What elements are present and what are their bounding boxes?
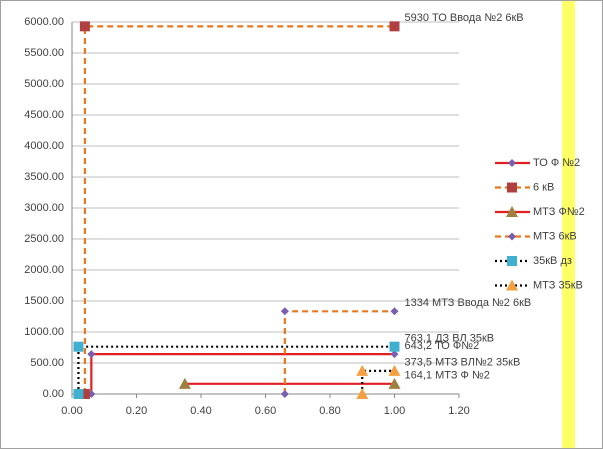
data-label: 5930 ТО Ввода №2 6кВ: [405, 12, 524, 24]
data-point: [73, 389, 84, 399]
data-point: [87, 350, 96, 359]
data-point: [73, 341, 84, 352]
y-tick-label: 5500.00: [24, 47, 64, 59]
legend-marker: [506, 279, 518, 291]
legend-label: МТЗ Ф№2: [533, 206, 585, 218]
data-point: [388, 377, 401, 389]
data-point: [388, 364, 401, 376]
data-point: [356, 364, 369, 376]
data-label: 1334 МТЗ Ввода №2 6кВ: [405, 297, 532, 309]
data-point: [389, 21, 400, 32]
y-tick-label: 0.00: [43, 388, 64, 400]
y-tick-label: 2500.00: [24, 233, 64, 245]
data-point: [178, 377, 191, 389]
legend-label: МТЗ 35кВ: [533, 279, 583, 291]
y-tick-label: 4000.00: [24, 140, 64, 152]
y-tick-label: 4500.00: [24, 109, 64, 121]
x-tick-label: 0.40: [190, 405, 211, 417]
legend-marker: [507, 182, 517, 193]
data-point: [79, 21, 90, 32]
data-label: 164,1 МТЗ Ф №2: [405, 370, 490, 382]
data-point: [390, 307, 399, 316]
y-tick-label: 2000.00: [24, 264, 64, 276]
y-tick-label: 6000.00: [24, 16, 64, 28]
legend-marker: [508, 159, 516, 167]
highlight-band: [562, 1, 575, 448]
x-tick-label: 0.80: [319, 405, 340, 417]
series-line: [77, 345, 395, 394]
y-tick-label: 1000.00: [24, 326, 64, 338]
legend-label: 35кВ дз: [533, 255, 572, 267]
data-label: 643,2 ТО Ф№2: [405, 340, 480, 352]
data-point: [390, 350, 399, 359]
data-point: [389, 341, 400, 352]
legend-label: 6 кВ: [533, 181, 554, 193]
series-line: [83, 25, 395, 394]
data-point: [280, 307, 289, 316]
x-tick-label: 1.20: [448, 405, 469, 417]
x-tick-label: 1.00: [384, 405, 405, 417]
y-tick-label: 3500.00: [24, 171, 64, 183]
y-tick-label: 500.00: [30, 357, 64, 369]
legend-marker: [506, 206, 518, 217]
data-label: 763,1 ДЗ ВЛ 35кВ: [405, 333, 495, 345]
x-tick-label: 0.20: [126, 405, 147, 417]
x-tick-label: 0.00: [61, 405, 82, 417]
legend-marker: [507, 256, 517, 266]
y-tick-label: 5000.00: [24, 78, 64, 90]
legend-label: ТО Ф №2: [533, 157, 580, 169]
y-tick-label: 3000.00: [24, 202, 64, 214]
data-point: [356, 388, 369, 399]
data-point: [280, 390, 289, 398]
legend-marker: [508, 232, 516, 241]
data-point: [79, 389, 90, 399]
y-tick-label: 1500.00: [24, 295, 64, 307]
legend-label: МТЗ 6кВ: [533, 230, 577, 242]
x-tick-label: 0.60: [255, 405, 276, 417]
data-label: 373,5 МТЗ ВЛ№2 35кВ: [405, 357, 521, 369]
